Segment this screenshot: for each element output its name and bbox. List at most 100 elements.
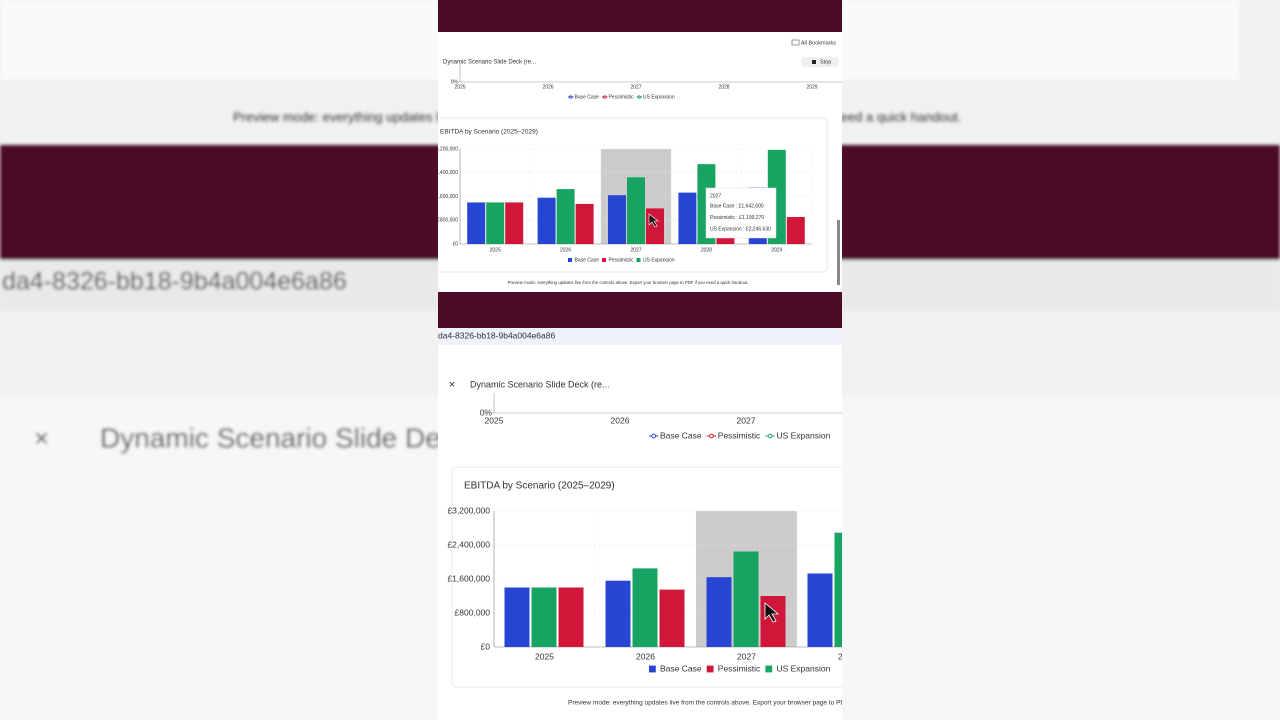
bookmarks[interactable]: All Bookmarks: [801, 40, 836, 46]
legend-label: Pessimistic: [718, 430, 761, 440]
stop-button[interactable]: [801, 57, 839, 67]
y-tick-label: £3,200,000: [447, 505, 490, 515]
bottom-content: × Dynamic Scenario Slide Deck (re... EBI…: [447, 379, 932, 707]
x-tick-label: 2025: [490, 247, 501, 253]
tooltip-title: 2027: [710, 193, 721, 199]
legend-label: Pessimistic: [608, 94, 634, 100]
legend-dot: [603, 95, 607, 99]
x-tick-label: 2026: [542, 84, 553, 90]
bar: [807, 573, 833, 647]
bar: [605, 580, 631, 647]
folder-icon: [791, 39, 800, 46]
bar: [786, 216, 805, 244]
legend-label: US Expansion: [776, 663, 830, 673]
bar: [834, 532, 842, 647]
stop-label[interactable]: Stop: [820, 59, 831, 65]
legend-swatch: [601, 258, 606, 262]
bg-url: da4-8326-bb18-9b4a004e6a86: [2, 268, 347, 296]
tooltip-item: US Expansion : £2,246,630: [710, 226, 771, 232]
phone-column: All Bookmarks Dynamic Scenario Slide Dec…: [433, 0, 932, 720]
scrollbar: [837, 220, 840, 285]
cursor: [764, 602, 780, 623]
bar: [678, 192, 697, 244]
tooltip-item: Base Case : £1,642,600: [710, 203, 764, 209]
legend-label: US Expansion: [643, 257, 675, 263]
legend-swatch: [636, 258, 641, 262]
x-tick-label: 2026: [611, 415, 630, 425]
legend-swatch: [649, 665, 656, 673]
x-tick-label: 2027: [737, 651, 756, 661]
legend-swatch: [568, 258, 572, 262]
legend-label: US Expansion: [776, 430, 830, 440]
legend-label: Pessimistic: [718, 663, 761, 673]
y-tick-label: 0%: [451, 79, 459, 85]
y-tick-label: £800,000: [437, 218, 458, 224]
y-tick-label: £1,600,000: [447, 573, 490, 583]
x-tick-label: 2026: [560, 247, 571, 253]
bar: [486, 202, 505, 244]
tooltip: [705, 187, 777, 239]
x-tick-label: 2028: [718, 84, 729, 90]
legend-label: Base Case: [575, 94, 600, 100]
legend-dot: [637, 95, 641, 99]
x-tick-label: 2029: [771, 247, 782, 253]
y-tick-label: 0%: [480, 407, 493, 417]
x-tick-label: 2026: [636, 651, 655, 661]
legend-dot: [569, 95, 573, 99]
tab-title[interactable]: Dynamic Scenario Slide Deck (re...: [470, 379, 610, 389]
legend-swatch: [706, 665, 714, 673]
y-tick-label: £800,000: [455, 607, 491, 617]
close-button[interactable]: ×: [449, 379, 455, 391]
footer-note: Preview mode: everything updates live fr…: [508, 280, 749, 285]
stop-icon: [812, 60, 816, 64]
bar: [608, 195, 626, 244]
cursor: [648, 213, 659, 228]
legend-label: Base Case: [575, 257, 600, 263]
tab-title[interactable]: Dynamic Scenario Slide Deck (re...: [443, 60, 536, 66]
y-tick-label: £3,200,000: [433, 146, 458, 152]
legend-label: US Expansion: [643, 94, 675, 100]
x-tick-label: 2027: [630, 247, 641, 253]
bar: [632, 568, 658, 647]
y-tick-label: £0: [481, 641, 491, 651]
footer-note: Preview mode: everything updates live fr…: [568, 700, 932, 707]
bar: [659, 589, 685, 647]
bar: [531, 587, 557, 647]
legend-dot: [767, 433, 773, 439]
legend-label: Pessimistic: [608, 257, 634, 263]
legend-dot: [709, 433, 714, 439]
x-tick-label: 2025: [535, 651, 554, 661]
bar: [537, 197, 556, 244]
tooltip-item: Pessimistic : £1,199,270: [710, 215, 764, 221]
bar: [706, 577, 732, 647]
x-tick-label: 2025: [454, 84, 465, 90]
y-tick-label: £1,600,000: [433, 194, 458, 200]
legend-swatch: [765, 665, 773, 673]
y-tick-label: £2,400,000: [433, 170, 458, 176]
bar: [504, 587, 530, 647]
y-tick-label: £0: [452, 241, 458, 247]
bar: [505, 202, 524, 244]
y-tick-label: £2,400,000: [447, 539, 490, 549]
bar: [733, 551, 759, 647]
x-tick-label: 2028: [701, 247, 712, 253]
bg-close: ×: [34, 423, 49, 453]
legend-dot: [651, 433, 657, 439]
x-tick-label: 2027: [630, 84, 641, 90]
chart-title: EBITDA by Scenario (2025–2029): [464, 481, 615, 492]
url-fragment: da4-8326-bb18-9b4a004e6a86: [438, 330, 555, 340]
x-tick-label: 2025: [485, 415, 504, 425]
legend-label: Base Case: [660, 430, 702, 440]
url-strip: [438, 328, 842, 345]
x-tick-label: 2029: [806, 84, 817, 90]
x-tick-label: 2027: [737, 415, 756, 425]
top-content: EBITDA by Scenario (2025–2029) £0 £800,000…: [433, 62, 842, 285]
chart-title: EBITDA by Scenario (2025–2029): [440, 129, 538, 136]
x-tick-label: 2028: [838, 651, 857, 661]
bar: [627, 177, 645, 244]
bar: [556, 189, 575, 244]
bar: [467, 202, 486, 244]
legend-label: Base Case: [660, 663, 702, 673]
bar: [558, 587, 584, 647]
